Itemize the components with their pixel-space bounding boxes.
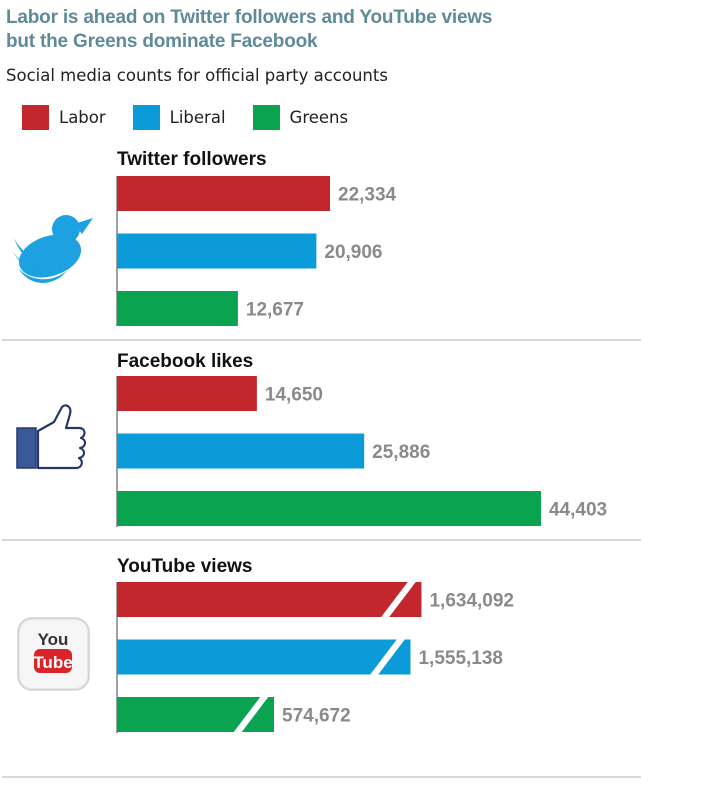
axis-break-mark xyxy=(369,638,406,676)
bar-labor xyxy=(117,582,422,617)
youtube-logo-you: You xyxy=(38,630,69,649)
legend-swatch-greens xyxy=(252,105,280,130)
twitter-bird-icon xyxy=(12,215,93,283)
youtube-logo-tube: Tube xyxy=(33,653,72,672)
panel-title-twitter: Twitter followers xyxy=(117,149,267,170)
panel-title-youtube: YouTube views xyxy=(117,556,253,577)
chart-title: Labor is ahead on Twitter followers and … xyxy=(6,7,493,52)
youtube-logo-icon: You Tube xyxy=(17,617,90,691)
bar-value-label: 574,672 xyxy=(282,706,351,727)
bar-value-label: 25,886 xyxy=(372,442,430,463)
legend-item-greens: Greens xyxy=(252,105,349,130)
bar-labor xyxy=(117,176,330,211)
axis-break-mark xyxy=(380,581,417,618)
legend-item-labor: Labor xyxy=(22,105,106,130)
legend-label-greens: Greens xyxy=(289,108,349,127)
legend-swatch-labor xyxy=(22,105,49,130)
axis-break-mark xyxy=(233,696,269,733)
bar-liberal xyxy=(117,233,317,269)
bar-value-label: 12,677 xyxy=(246,300,304,321)
legend-label-labor: Labor xyxy=(59,108,106,127)
bar-value-label: 14,650 xyxy=(265,385,323,406)
legend-swatch-liberal xyxy=(132,105,160,130)
chart-subtitle: Social media counts for official party a… xyxy=(6,66,388,85)
bar-value-label: 1,555,138 xyxy=(418,648,503,669)
panel-title-facebook: Facebook likes xyxy=(117,351,253,372)
bar-greens xyxy=(117,291,238,326)
legend-item-liberal: Liberal xyxy=(132,105,226,130)
bars-layer: 22,334 20,906 12,677 14,650 25,886 44,403 1,63… xyxy=(117,176,607,733)
bar-liberal xyxy=(117,639,411,675)
bar-value-label: 1,634,092 xyxy=(429,591,514,612)
bar-liberal xyxy=(117,433,365,469)
bar-labor xyxy=(117,376,257,411)
bar-value-label: 44,403 xyxy=(549,500,607,521)
bar-value-label: 20,906 xyxy=(324,242,382,263)
legend-label-liberal: Liberal xyxy=(169,108,226,127)
legend: Labor Liberal Greens xyxy=(22,105,375,130)
facebook-thumbs-up-icon xyxy=(16,404,87,470)
bar-greens xyxy=(117,491,541,526)
bar-value-label: 22,334 xyxy=(338,185,397,206)
